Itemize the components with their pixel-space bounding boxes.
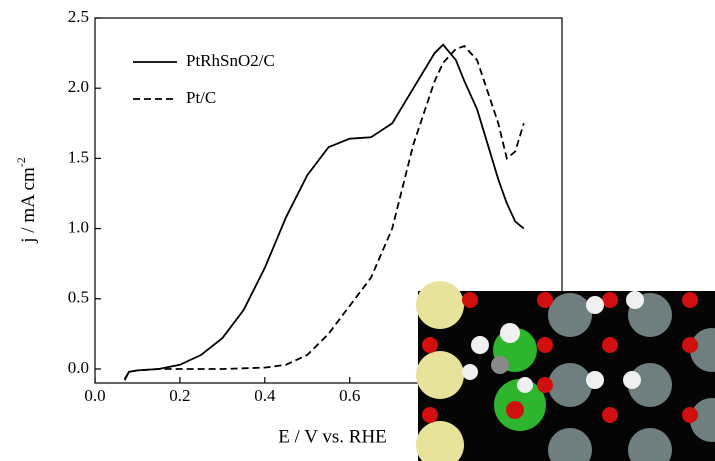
y-axis-label-text: j / mA cm xyxy=(18,167,39,244)
x-tick-label: 0.6 xyxy=(339,386,360,405)
y-tick-label: 2.5 xyxy=(68,7,89,26)
inset-image xyxy=(416,281,715,461)
y-axis-label: j / mA cm-2 xyxy=(14,157,40,243)
series-line xyxy=(123,43,525,381)
y-tick-label: 1.0 xyxy=(68,217,89,236)
y-tick-label: 2.0 xyxy=(68,77,89,96)
series-line xyxy=(123,45,525,380)
y-tick-label: 1.5 xyxy=(68,147,89,166)
y-tick-label: 0.0 xyxy=(68,358,89,377)
legend-label: PtRhSnO2/C xyxy=(186,51,275,70)
y-axis-label-sup: -2 xyxy=(14,157,28,167)
x-axis-label: E / V vs. RHE xyxy=(278,426,387,447)
plot-frame xyxy=(94,17,563,384)
x-tick-label: 0.2 xyxy=(169,386,190,405)
x-tick-label: 0.4 xyxy=(254,386,276,405)
y-tick-label: 0.5 xyxy=(68,288,89,307)
x-tick-label: 0.0 xyxy=(84,386,105,405)
legend-label: Pt/C xyxy=(186,88,216,107)
